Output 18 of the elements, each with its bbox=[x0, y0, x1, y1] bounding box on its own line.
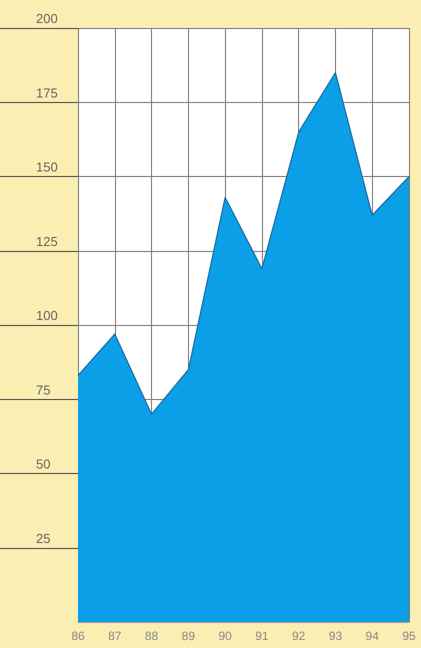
y-tick-label: 150 bbox=[36, 160, 58, 174]
y-tick-label: 50 bbox=[36, 456, 50, 472]
x-tick-label: 91 bbox=[255, 629, 269, 643]
y-tick-label: 100 bbox=[36, 308, 58, 323]
x-tick-label: 92 bbox=[292, 629, 306, 643]
y-tick-label: 25 bbox=[36, 530, 50, 546]
x-tick-label: 95 bbox=[402, 629, 416, 643]
x-tick-label: 94 bbox=[366, 629, 380, 643]
y-tick-label: 175 bbox=[36, 85, 58, 100]
y-tick-label: 200 bbox=[36, 11, 58, 26]
x-tick-label: 90 bbox=[218, 629, 232, 643]
x-tick-label: 87 bbox=[108, 629, 122, 643]
y-tick-label: 125 bbox=[36, 234, 58, 249]
y-tick-label: 75 bbox=[36, 382, 50, 398]
x-tick-label: 89 bbox=[182, 629, 196, 643]
x-tick-label: 86 bbox=[71, 629, 85, 643]
x-tick-label: 88 bbox=[144, 629, 159, 643]
x-tick-label: 93 bbox=[328, 629, 342, 643]
